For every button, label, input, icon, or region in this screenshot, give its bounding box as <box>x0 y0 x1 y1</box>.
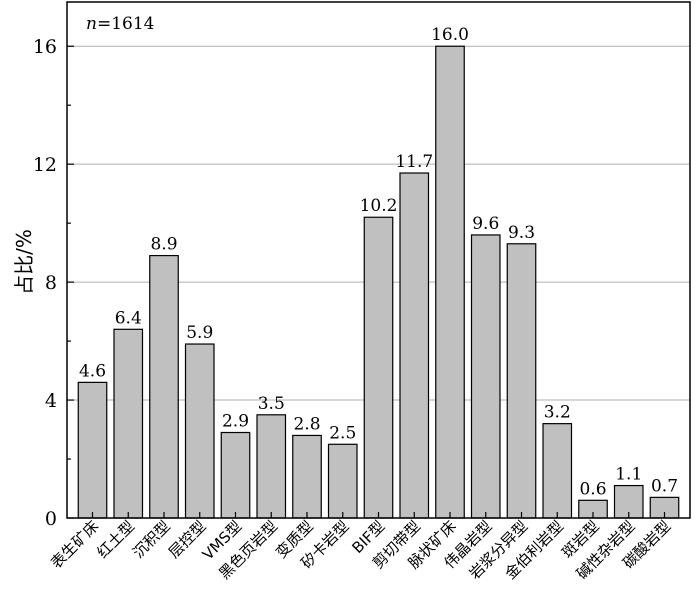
bar-0 <box>77 381 108 519</box>
category-label-1: 红土型 <box>94 517 139 562</box>
value-label-3: 5.9 <box>186 323 213 343</box>
annotation-value: 1614 <box>111 14 154 34</box>
value-label-13: 3.2 <box>544 403 571 423</box>
value-label-7: 2.5 <box>329 423 356 443</box>
bar-9 <box>399 172 430 519</box>
bar-13 <box>542 423 573 519</box>
value-label-15: 1.1 <box>615 465 642 485</box>
bar-8 <box>363 216 394 519</box>
value-label-0: 4.6 <box>79 361 106 381</box>
bar-2 <box>149 254 179 519</box>
sample-size-annotation: n=1614 <box>86 14 154 34</box>
bar-10 <box>435 45 465 519</box>
value-label-12: 9.3 <box>508 223 535 243</box>
bar-6 <box>292 434 322 519</box>
y-tick-label-4: 4 <box>45 390 57 412</box>
bar-3 <box>184 343 215 519</box>
bar-1 <box>113 328 144 519</box>
value-label-16: 0.7 <box>651 476 678 496</box>
value-label-9: 11.7 <box>395 152 433 172</box>
bar-4 <box>220 431 251 519</box>
y-tick-label-16: 16 <box>33 36 57 58</box>
bar-7 <box>327 443 358 519</box>
axes <box>66 1 691 519</box>
annotation-variable: n <box>86 14 97 34</box>
value-label-10: 16.0 <box>431 25 469 45</box>
bar-5 <box>256 414 287 519</box>
value-label-2: 8.9 <box>150 235 177 255</box>
value-label-4: 2.9 <box>222 411 249 431</box>
value-label-5: 3.5 <box>258 394 285 414</box>
value-label-14: 0.6 <box>579 479 606 499</box>
value-label-8: 10.2 <box>360 196 398 216</box>
y-tick-label-12: 12 <box>33 154 57 176</box>
y-tick-label-0: 0 <box>45 508 57 530</box>
plot-frame <box>66 1 691 519</box>
value-label-6: 2.8 <box>293 414 320 434</box>
bar-12 <box>506 243 537 519</box>
category-label-2: 沉积型 <box>129 517 174 562</box>
value-label-1: 6.4 <box>115 308 142 328</box>
bar-11 <box>470 234 501 519</box>
y-tick-label-8: 8 <box>45 272 57 294</box>
value-label-11: 9.6 <box>472 214 499 234</box>
y-axis-label: 占比/% <box>12 229 36 295</box>
